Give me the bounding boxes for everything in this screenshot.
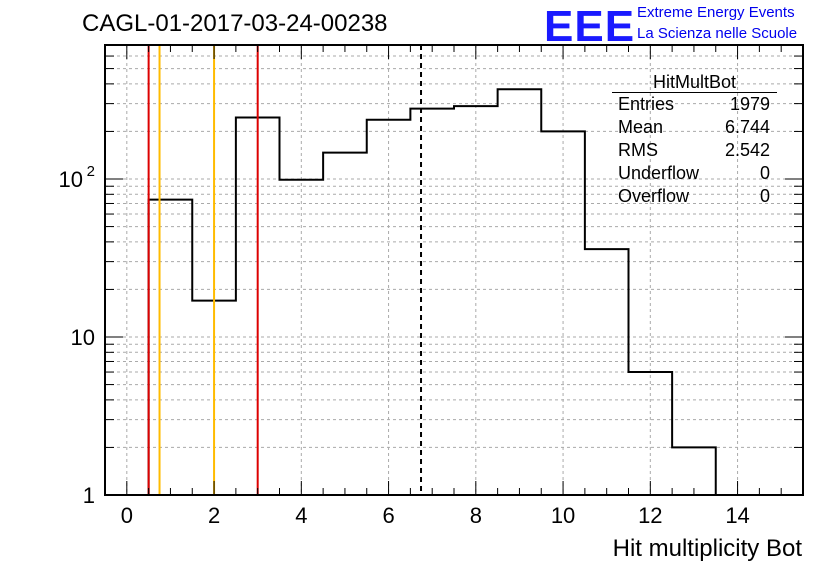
stats-value: 1979 bbox=[729, 94, 770, 114]
histogram-bin bbox=[149, 200, 193, 495]
stats-box: HitMultBot Entries 1979 Mean 6.744 RMS 2… bbox=[612, 72, 777, 208]
histogram-bin bbox=[629, 372, 673, 495]
grid bbox=[105, 45, 803, 495]
stats-title: HitMultBot bbox=[612, 72, 777, 93]
histogram-bin bbox=[323, 153, 367, 495]
x-tick-label: 0 bbox=[121, 503, 133, 528]
histogram-bin bbox=[498, 89, 542, 495]
eee-logo: EEE bbox=[544, 2, 636, 51]
stats-value: 6.744 bbox=[724, 117, 770, 137]
stats-label: Entries bbox=[618, 94, 675, 114]
histogram-bin bbox=[280, 180, 324, 495]
histogram-bin bbox=[585, 249, 629, 495]
stats-row-mean: Mean 6.744 bbox=[612, 116, 777, 139]
histogram-bin bbox=[541, 131, 585, 495]
x-tick-label: 10 bbox=[551, 503, 575, 528]
x-tick-label: 2 bbox=[208, 503, 220, 528]
stats-label: Overflow bbox=[618, 186, 690, 206]
histogram-bin bbox=[367, 120, 411, 495]
stats-value: 0 bbox=[759, 186, 770, 206]
stats-value: 0 bbox=[759, 163, 770, 183]
histogram-outline bbox=[147, 88, 717, 495]
y-tick-label: 1 bbox=[83, 483, 95, 508]
stats-label: Underflow bbox=[618, 163, 700, 183]
stats-row-underflow: Underflow 0 bbox=[612, 162, 777, 185]
x-tick-label: 8 bbox=[470, 503, 482, 528]
histogram-bin bbox=[672, 447, 716, 495]
x-tick-label: 14 bbox=[725, 503, 749, 528]
histogram-bin bbox=[454, 106, 498, 495]
stats-value: 2.542 bbox=[724, 140, 770, 160]
stats-row-entries: Entries 1979 bbox=[612, 93, 777, 116]
marker-lines bbox=[147, 45, 423, 495]
chart-title: CAGL-01-2017-03-24-00238 bbox=[82, 10, 388, 37]
logo-line-1: Extreme Energy Events bbox=[637, 4, 795, 21]
stats-label: RMS bbox=[618, 140, 658, 160]
stats-row-overflow: Overflow 0 bbox=[612, 185, 777, 208]
x-tick-label: 6 bbox=[382, 503, 394, 528]
x-tick-label: 4 bbox=[295, 503, 307, 528]
y-tick-exponent: 2 bbox=[87, 163, 95, 180]
y-tick-label: 10 bbox=[71, 325, 95, 350]
stats-row-rms: RMS 2.542 bbox=[612, 139, 777, 162]
y-tick-label: 10 bbox=[59, 167, 83, 192]
x-axis-label: Hit multiplicity Bot bbox=[612, 535, 802, 562]
stats-label: Mean bbox=[618, 117, 664, 137]
x-tick-label: 12 bbox=[638, 503, 662, 528]
logo-line-2: La Scienza nelle Scuole bbox=[637, 25, 798, 42]
histogram-bin bbox=[410, 109, 454, 495]
histogram-bins bbox=[147, 88, 717, 495]
